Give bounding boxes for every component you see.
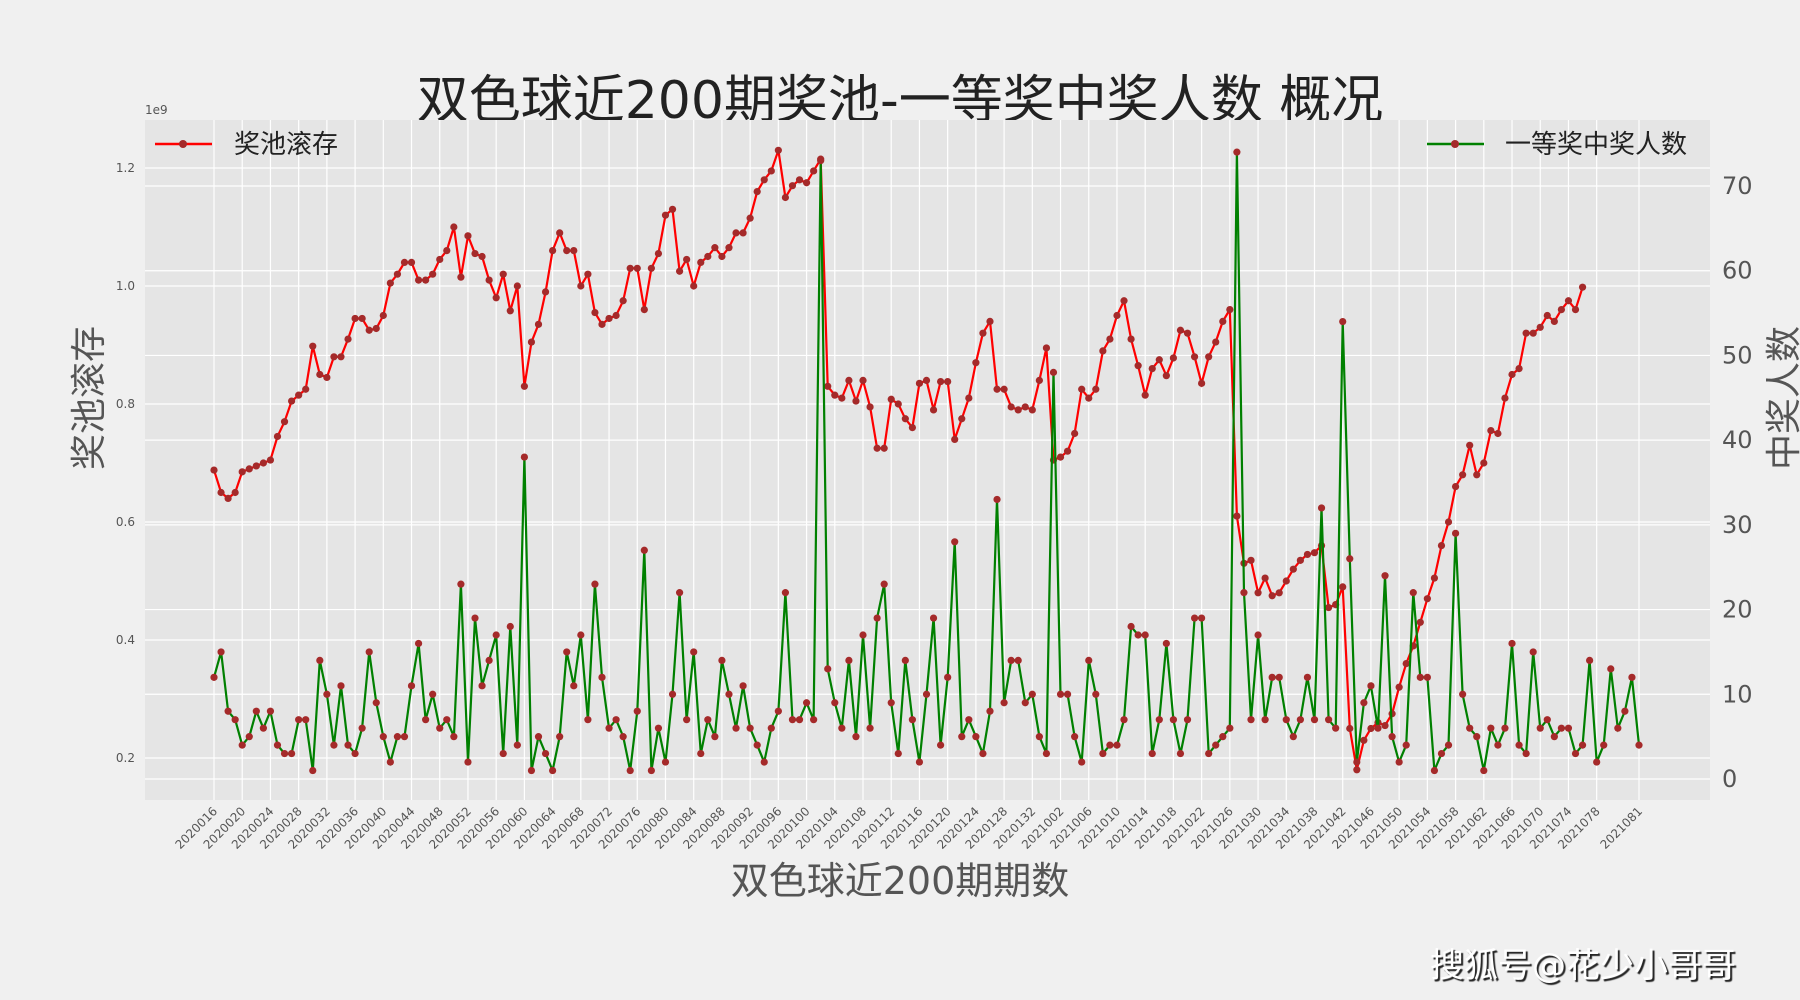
left-y-tick: 0.4 bbox=[116, 633, 135, 647]
left-y-tick: 1.0 bbox=[116, 279, 135, 293]
left-y-tick: 0.8 bbox=[116, 397, 135, 411]
right-y-tick: 0 bbox=[1722, 765, 1737, 793]
watermark: 搜狐号@花少小哥哥 bbox=[1430, 946, 1736, 986]
offset-label: 1e9 bbox=[145, 103, 168, 117]
right-y-tick: 60 bbox=[1722, 257, 1753, 285]
left-y-tick: 0.2 bbox=[116, 751, 135, 765]
legend-label-pool: 奖池滚存 bbox=[234, 130, 338, 160]
left-y-tick: 1.2 bbox=[116, 161, 135, 175]
right-y-tick: 50 bbox=[1722, 341, 1753, 369]
x-axis-label: 双色球近200期期数 bbox=[730, 859, 1070, 903]
legend-left: 奖池滚存 bbox=[155, 130, 338, 160]
right-y-tick: 20 bbox=[1722, 596, 1753, 624]
right-y-tick: 30 bbox=[1722, 511, 1753, 539]
x-tick-label: 2021081 bbox=[1597, 804, 1645, 852]
series-lines bbox=[210, 146, 1643, 775]
right-y-tick: 10 bbox=[1722, 680, 1753, 708]
left-y-tick: 0.6 bbox=[116, 515, 135, 529]
plot-area bbox=[145, 120, 1710, 800]
right-y-tick: 70 bbox=[1722, 172, 1753, 200]
legend-label-winners: 一等奖中奖人数 bbox=[1505, 130, 1687, 160]
legend-right: 一等奖中奖人数 bbox=[1427, 130, 1687, 160]
right-y-tick: 40 bbox=[1722, 426, 1753, 454]
